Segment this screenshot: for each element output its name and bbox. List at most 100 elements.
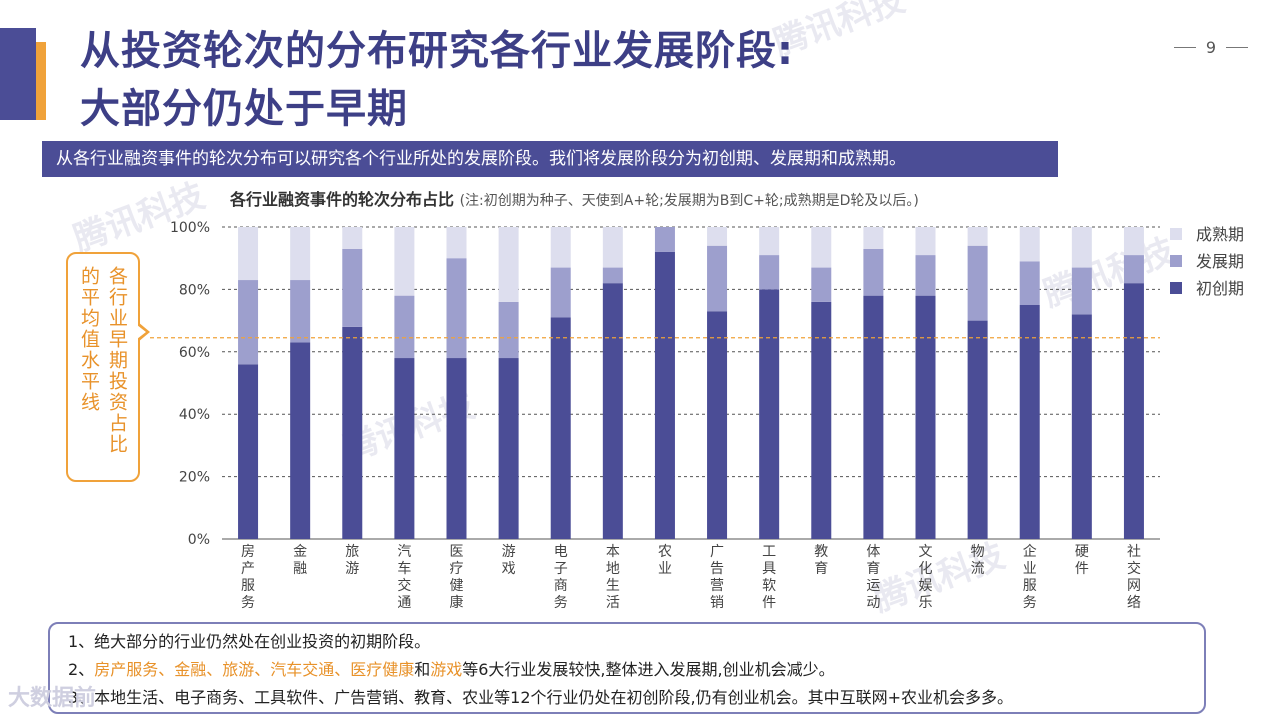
x-category-label: 社 — [1127, 544, 1141, 560]
x-category-label: 育 — [814, 561, 828, 577]
note-2-and: 和 — [414, 660, 431, 679]
bar-growth — [602, 267, 623, 284]
note-2-highlight-2: 游戏 — [430, 660, 463, 679]
x-category-label: 软 — [762, 578, 776, 594]
note-2-rest: 等6大行业发展较快,整体进入发展期,创业机会减少。 — [462, 660, 835, 679]
x-category-label: 络 — [1127, 595, 1141, 611]
bar-growth — [1071, 267, 1092, 315]
x-category-label: 育 — [866, 561, 880, 577]
callout-text-2: 的平均值水平线 — [78, 266, 100, 413]
chart-note: (注:初创期为种子、天使到A+轮;发展期为B到C+轮;成熟期是D轮及以后。) — [459, 193, 919, 209]
x-category-label: 工 — [762, 544, 776, 560]
bar-early — [394, 358, 415, 539]
x-category-label: 汽 — [397, 544, 411, 560]
x-category-label: 业 — [658, 561, 672, 577]
x-category-label: 运 — [866, 578, 880, 594]
x-category-label: 生 — [606, 578, 620, 594]
bar-mature — [290, 227, 311, 281]
x-category-label: 营 — [710, 578, 724, 594]
bar-growth — [394, 295, 415, 359]
x-category-label: 地 — [606, 561, 620, 577]
bar-growth — [1019, 261, 1040, 305]
bar-mature — [498, 227, 519, 302]
x-category-label: 车 — [397, 560, 411, 577]
x-category-label: 文 — [919, 544, 933, 560]
y-tick-label: 0% — [188, 532, 210, 548]
y-tick-label: 80% — [179, 282, 210, 298]
x-category-label: 告 — [710, 561, 724, 577]
subtitle-bar: 从各行业融资事件的轮次分布可以研究各个行业所处的发展阶段。我们将发展阶段分为初创… — [42, 141, 1058, 177]
x-category-label: 游 — [502, 544, 516, 560]
x-category-label: 物 — [971, 544, 985, 560]
y-tick-label: 40% — [179, 407, 210, 423]
x-category-label: 体 — [866, 544, 880, 560]
bar-growth — [238, 280, 259, 365]
x-category-label: 活 — [606, 595, 620, 611]
x-category-label: 广 — [710, 544, 724, 560]
bar-early — [967, 320, 988, 539]
bar-early — [707, 311, 728, 539]
x-category-label: 网 — [1127, 578, 1141, 594]
bar-mature — [1123, 227, 1144, 256]
y-tick-label: 100% — [170, 220, 210, 236]
x-category-label: 康 — [450, 594, 464, 611]
bar-mature — [550, 227, 571, 268]
bar-mature — [446, 227, 467, 259]
x-category-label: 动 — [866, 595, 880, 611]
legend-swatch — [1170, 282, 1182, 294]
x-category-label: 件 — [1075, 561, 1089, 577]
x-category-label: 金 — [293, 544, 307, 560]
bar-growth — [1123, 255, 1144, 284]
bar-growth — [759, 255, 780, 290]
chart-title-wrap: 各行业融资事件的轮次分布占比 (注:初创期为种子、天使到A+轮;发展期为B到C+… — [230, 186, 919, 210]
bar-growth — [446, 258, 467, 359]
bar-growth — [707, 245, 728, 312]
bar-early — [290, 342, 311, 539]
bar-growth — [290, 280, 311, 343]
bar-growth — [915, 255, 936, 296]
legend-label: 发展期 — [1196, 252, 1244, 271]
bar-mature — [707, 227, 728, 246]
bar-early — [1071, 314, 1092, 539]
callout-arrow-inner — [137, 325, 146, 339]
legend-label: 初创期 — [1196, 279, 1244, 298]
x-category-label: 农 — [658, 544, 672, 560]
note-1: 1、绝大部分的行业仍然处在创业投资的初期阶段。 — [68, 632, 431, 651]
bar-early — [238, 364, 259, 539]
bar-mature — [238, 227, 259, 281]
bar-mature — [967, 227, 988, 246]
bar-early — [1019, 305, 1040, 539]
x-category-label: 戏 — [502, 561, 516, 577]
x-category-label: 务 — [1023, 595, 1037, 611]
bar-early — [863, 295, 884, 539]
x-category-label: 具 — [762, 561, 776, 577]
page-number: 9 — [1173, 38, 1248, 57]
x-category-label: 电 — [554, 544, 568, 560]
bar-mature — [915, 227, 936, 256]
bar-early — [915, 295, 936, 539]
bar-early — [811, 301, 832, 539]
chart-title: 各行业融资事件的轮次分布占比 — [230, 190, 455, 209]
bar-early — [342, 326, 363, 539]
x-category-label: 旅 — [345, 544, 359, 560]
x-category-label: 件 — [762, 595, 776, 611]
bar-mature — [1071, 227, 1092, 268]
bar-mature — [1019, 227, 1040, 262]
x-category-label: 健 — [450, 578, 464, 594]
x-category-label: 产 — [241, 561, 255, 577]
page-title: 从投资轮次的分布研究各行业发展阶段: — [80, 28, 794, 74]
bar-growth — [550, 267, 571, 318]
x-category-label: 服 — [241, 578, 255, 594]
x-category-label: 服 — [1023, 578, 1037, 594]
callout-text-1: 各行业早期投资占比 — [106, 266, 128, 455]
note-2-highlight-1: 房产服务、金融、旅游、汽车交通、医疗健康 — [94, 660, 415, 679]
page-number-text: 9 — [1205, 38, 1216, 57]
note-2-prefix: 2、 — [68, 660, 95, 679]
x-category-label: 乐 — [919, 595, 933, 611]
bar-early — [654, 251, 675, 539]
title-accent-orange — [36, 42, 46, 120]
x-category-label: 本 — [606, 544, 620, 560]
bar-mature — [863, 227, 884, 249]
bar-early — [1123, 283, 1144, 539]
bar-growth — [342, 248, 363, 327]
